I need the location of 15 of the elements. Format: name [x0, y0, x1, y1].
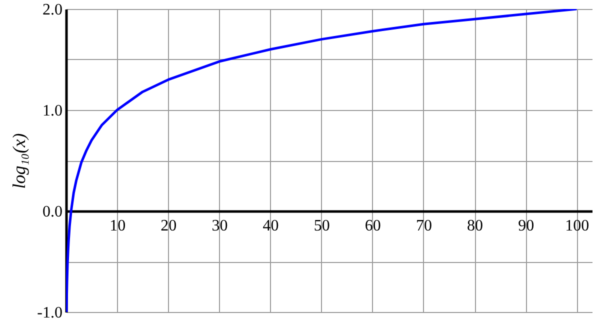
x-tick-label: 30	[212, 218, 228, 234]
x-tick-label: 40	[262, 218, 279, 234]
x-tick-label: 100	[565, 218, 590, 234]
y-axis-title: log₁₀(x)	[9, 133, 30, 189]
y-tick-label: -1.0	[37, 304, 62, 322]
y-tick-label: 2.0	[42, 2, 62, 18]
x-tick-label: 80	[467, 218, 484, 234]
x-tick-label: 90	[518, 218, 534, 234]
x-tick-label: 70	[416, 218, 432, 234]
y-tick-label: 1.0	[42, 102, 62, 120]
x-tick-label: 10	[110, 218, 126, 234]
x-tick-label: 60	[364, 218, 381, 234]
x-tick-label: 50	[314, 218, 330, 234]
x-tick-label: 20	[160, 218, 177, 234]
y-tick-label: 0.0	[42, 204, 62, 220]
